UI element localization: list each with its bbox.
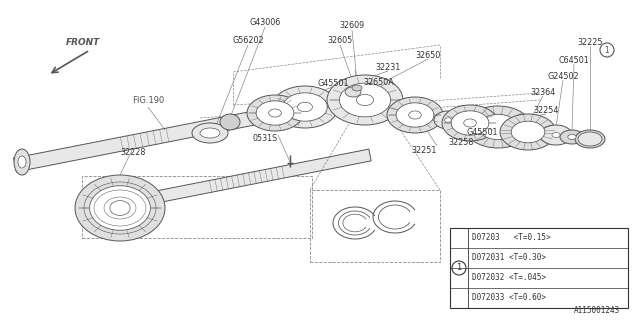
Ellipse shape xyxy=(585,136,595,142)
Text: 1: 1 xyxy=(605,45,609,54)
Text: 32254: 32254 xyxy=(533,106,559,115)
Ellipse shape xyxy=(110,201,130,215)
Ellipse shape xyxy=(434,111,462,129)
Ellipse shape xyxy=(192,123,228,143)
Text: G45501: G45501 xyxy=(467,127,498,137)
Text: G24502: G24502 xyxy=(547,71,579,81)
Ellipse shape xyxy=(578,132,602,146)
Text: FIG.190: FIG.190 xyxy=(132,95,164,105)
Ellipse shape xyxy=(18,156,26,168)
Text: D072031 <T=0.30>: D072031 <T=0.30> xyxy=(472,253,546,262)
Polygon shape xyxy=(79,149,371,218)
Ellipse shape xyxy=(345,87,361,97)
Ellipse shape xyxy=(220,114,240,130)
Ellipse shape xyxy=(575,130,605,148)
Text: 32609: 32609 xyxy=(339,20,365,29)
Text: 32231: 32231 xyxy=(376,62,401,71)
Ellipse shape xyxy=(90,186,150,230)
Ellipse shape xyxy=(327,75,403,125)
Ellipse shape xyxy=(464,119,476,127)
Ellipse shape xyxy=(552,132,560,138)
Text: FRONT: FRONT xyxy=(66,38,100,47)
Ellipse shape xyxy=(568,134,576,140)
Text: C64501: C64501 xyxy=(559,55,589,65)
Text: 32251: 32251 xyxy=(412,146,437,155)
Text: 1: 1 xyxy=(456,263,461,273)
Ellipse shape xyxy=(500,114,556,150)
Ellipse shape xyxy=(247,95,303,131)
Text: 32650: 32650 xyxy=(415,51,440,60)
Ellipse shape xyxy=(465,106,531,148)
Text: 32650A: 32650A xyxy=(363,77,394,86)
Ellipse shape xyxy=(339,83,390,117)
Ellipse shape xyxy=(352,85,362,91)
Ellipse shape xyxy=(445,118,451,122)
FancyBboxPatch shape xyxy=(450,228,628,308)
Ellipse shape xyxy=(396,103,434,127)
Ellipse shape xyxy=(283,93,327,121)
Text: A115001243: A115001243 xyxy=(573,306,620,315)
Polygon shape xyxy=(13,98,321,172)
Ellipse shape xyxy=(200,128,220,138)
Ellipse shape xyxy=(560,130,584,144)
Ellipse shape xyxy=(442,105,498,141)
Ellipse shape xyxy=(256,101,294,125)
Text: D07203   <T=0.15>: D07203 <T=0.15> xyxy=(472,234,550,243)
Ellipse shape xyxy=(409,111,421,119)
Text: G56202: G56202 xyxy=(232,36,264,44)
Ellipse shape xyxy=(540,125,572,145)
Text: 32364: 32364 xyxy=(531,87,556,97)
Ellipse shape xyxy=(356,94,374,106)
Ellipse shape xyxy=(298,102,312,112)
Text: 32225: 32225 xyxy=(577,37,603,46)
Ellipse shape xyxy=(75,175,165,241)
Text: D072033 <T=0.60>: D072033 <T=0.60> xyxy=(472,293,546,302)
Ellipse shape xyxy=(451,111,489,135)
Text: D072032 <T=.045>: D072032 <T=.045> xyxy=(472,274,546,283)
Bar xyxy=(82,176,312,238)
Text: G45501: G45501 xyxy=(317,78,349,87)
Ellipse shape xyxy=(478,115,518,140)
Ellipse shape xyxy=(269,109,282,117)
Text: 32258: 32258 xyxy=(449,138,474,147)
Text: 0531S: 0531S xyxy=(253,133,278,142)
Text: G43006: G43006 xyxy=(250,18,280,27)
Ellipse shape xyxy=(272,86,338,128)
Text: 32228: 32228 xyxy=(120,148,146,156)
Ellipse shape xyxy=(387,97,443,133)
Ellipse shape xyxy=(511,121,545,143)
Text: 32605: 32605 xyxy=(328,36,353,44)
Bar xyxy=(310,190,440,262)
Ellipse shape xyxy=(14,149,30,175)
